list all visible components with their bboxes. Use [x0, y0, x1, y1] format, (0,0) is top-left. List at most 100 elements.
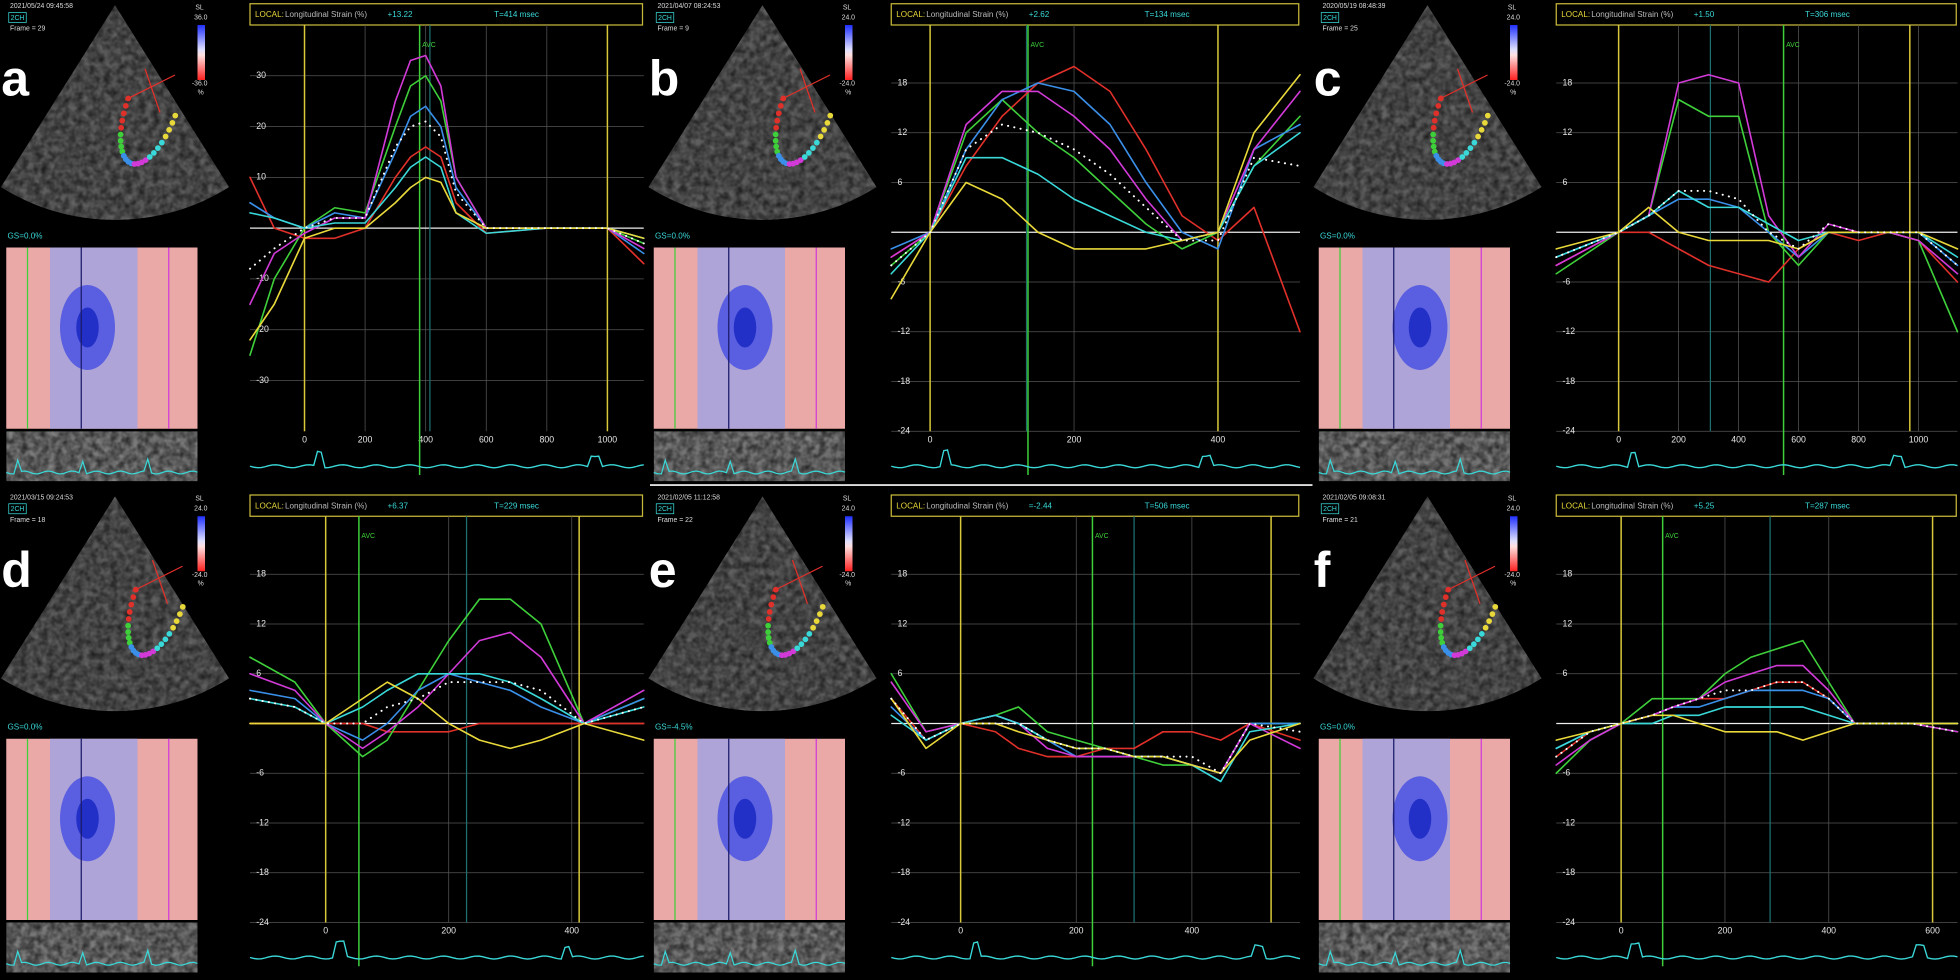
panel-label: c — [1314, 51, 1342, 107]
tracking-dot — [1471, 139, 1478, 146]
axis-cross — [151, 559, 169, 604]
time-label: T=287 msec — [1805, 501, 1850, 510]
y-tick-label: -12 — [256, 817, 269, 827]
x-tick-label: 600 — [479, 434, 494, 444]
avc-label: AVC — [1030, 42, 1044, 49]
scale-label: SL — [195, 496, 204, 503]
y-tick-label: 18 — [898, 569, 908, 579]
strain-curve — [249, 631, 645, 750]
ecg-trace — [891, 449, 1301, 469]
header-box — [1555, 494, 1957, 517]
avc-label: AVC — [1786, 42, 1800, 49]
tracking-dot — [166, 127, 173, 133]
local-value: +13.22 — [388, 10, 414, 19]
local-value: +2.62 — [1029, 10, 1050, 19]
tracking-dot — [819, 603, 826, 610]
strain-map-core — [1408, 798, 1432, 839]
x-tick-label: 400 — [418, 434, 433, 444]
scale-unit: % — [1510, 89, 1516, 96]
panel-label: a — [1, 51, 30, 107]
tracking-dot — [162, 133, 169, 140]
view-box — [1320, 12, 1340, 23]
global-strain: GS=0.0% — [8, 723, 43, 732]
time-label: T=414 msec — [494, 10, 539, 19]
tracking-dot — [146, 154, 153, 160]
tracking-dot — [1442, 594, 1449, 600]
ecg-trace — [249, 940, 644, 960]
tracking-dot — [130, 594, 137, 600]
color-scale — [1510, 25, 1518, 80]
axis-cross — [799, 68, 816, 113]
tracking-dot — [1440, 601, 1447, 608]
axis-cross — [124, 74, 176, 101]
ultrasound-sector — [0, 5, 230, 220]
local-label: LOCAL: — [255, 501, 284, 510]
scale-unit: % — [198, 89, 204, 96]
tracking-dot — [120, 110, 127, 117]
timestamp: 2021/03/15 09:24:53 — [10, 494, 73, 501]
avc-label: AVC — [1095, 533, 1109, 540]
axis-cross — [1456, 68, 1474, 113]
header-box — [249, 3, 644, 26]
y-tick-label: 18 — [256, 569, 266, 579]
tracking-dot — [1430, 143, 1437, 150]
tracking-dot — [1430, 124, 1437, 131]
ultrasound-sector — [1313, 5, 1542, 220]
local-label: LOCAL: — [896, 10, 925, 19]
ecg-trace — [653, 948, 846, 966]
frame-label: Frame = 22 — [658, 517, 693, 524]
scale-unit: % — [198, 581, 204, 588]
scale-min: -24.0 — [1504, 572, 1520, 579]
y-tick-label: -18 — [898, 376, 911, 386]
tracking-dot — [773, 143, 780, 150]
tracking-dot — [1438, 634, 1445, 641]
x-tick-label: 200 — [1671, 434, 1686, 444]
strain-curve — [890, 65, 1301, 333]
tracking-dot — [765, 622, 772, 629]
ultrasound-sector — [1313, 496, 1542, 712]
scale-max: 36.0 — [194, 14, 208, 21]
strain-curve — [249, 156, 645, 240]
scale-unit: % — [845, 581, 851, 588]
time-label: T=134 msec — [1145, 10, 1190, 19]
frame-label: Frame = 18 — [10, 517, 45, 524]
strain-curve — [1555, 189, 1959, 267]
tracking-dot — [827, 112, 834, 119]
x-tick-label: 0 — [1619, 926, 1624, 936]
y-tick-label: -24 — [256, 917, 269, 927]
ultrasound-sector — [648, 496, 877, 712]
header-box — [1555, 3, 1957, 26]
y-tick-label: 6 — [898, 177, 903, 187]
x-tick-label: 1000 — [1909, 434, 1929, 444]
x-tick-label: 800 — [1851, 434, 1866, 444]
x-tick-label: 600 — [1791, 434, 1806, 444]
tracking-dot — [1437, 629, 1444, 635]
view-label: 2CH — [658, 15, 672, 22]
y-tick-label: 12 — [898, 618, 908, 628]
tracking-dot — [1492, 603, 1499, 610]
tracking-dot — [119, 117, 126, 124]
strain-map-core — [76, 307, 99, 348]
ecg-trace — [653, 456, 846, 475]
tracking-dot — [166, 630, 173, 637]
avc-label: AVC — [422, 42, 436, 49]
scale-min: -24.0 — [192, 572, 208, 579]
measure-label: Longitudinal Strain (%) — [926, 10, 1008, 19]
y-tick-label: -12 — [1563, 326, 1576, 336]
tracking-dot — [1438, 616, 1445, 622]
tracking-dot — [766, 609, 773, 615]
tracking-dot — [117, 131, 124, 138]
y-tick-label: 10 — [256, 172, 266, 182]
tracking-dot — [170, 624, 176, 631]
local-value: +6.37 — [388, 501, 409, 510]
ecg-trace — [1318, 948, 1511, 966]
view-box — [8, 503, 27, 515]
scale-unit: % — [1510, 581, 1516, 588]
y-tick-label: 12 — [1563, 127, 1573, 137]
y-tick-label: -12 — [898, 326, 911, 336]
scale-min: -24.0 — [1504, 81, 1520, 88]
x-tick-label: 0 — [928, 434, 933, 444]
frame-label: Frame = 25 — [1323, 26, 1358, 33]
y-tick-label: 6 — [1563, 177, 1568, 187]
